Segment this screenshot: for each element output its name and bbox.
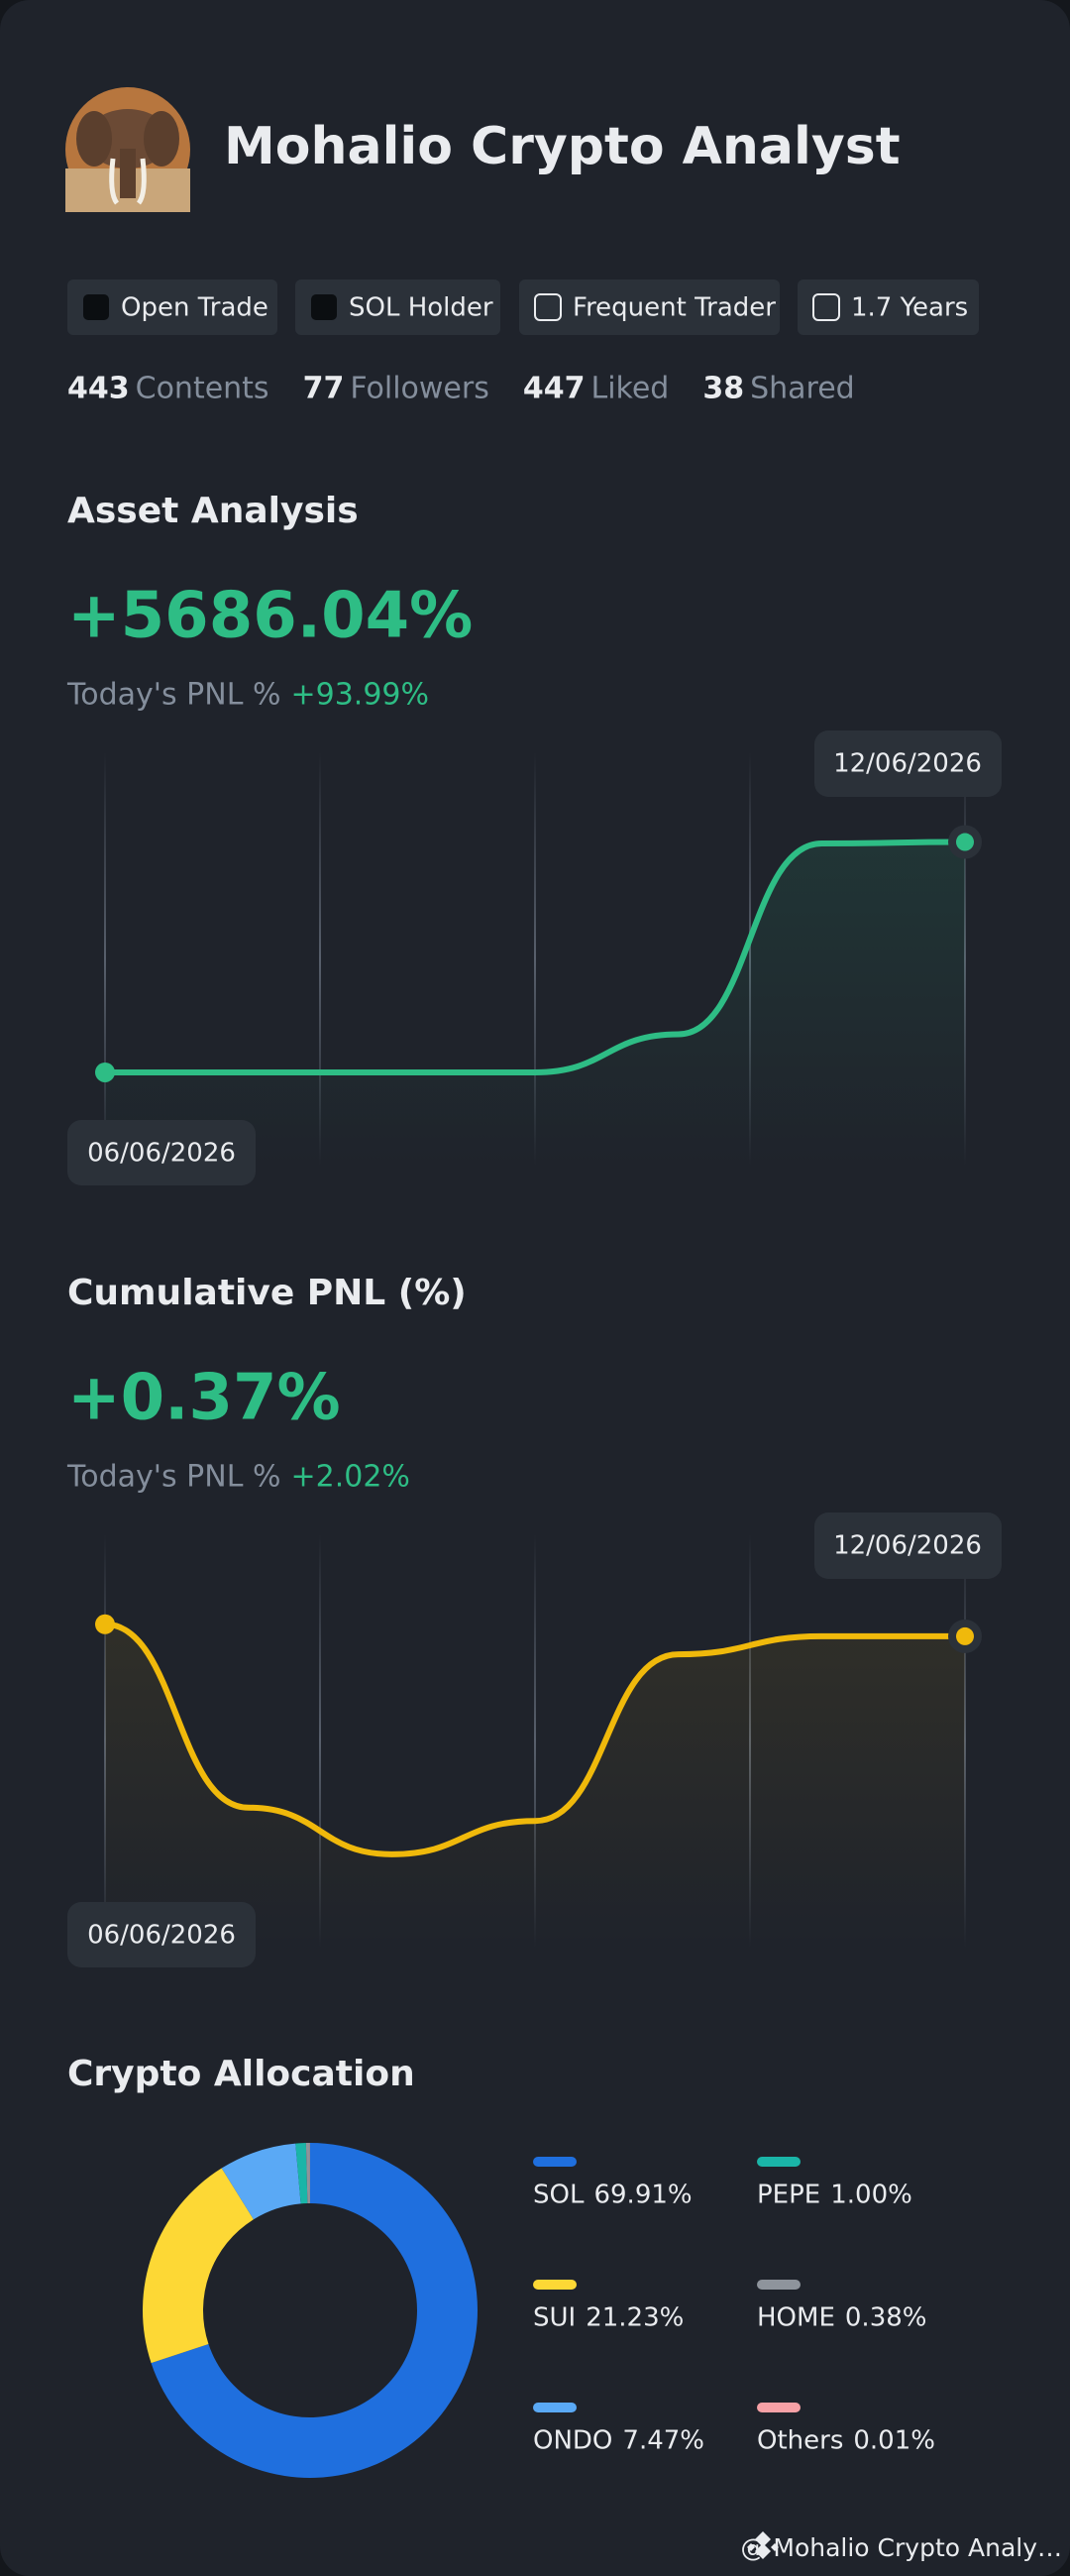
stat-value: 38 bbox=[702, 372, 744, 406]
tag-chip bbox=[519, 280, 780, 335]
tag-icon bbox=[812, 293, 840, 321]
headline-value: +0.37% bbox=[67, 1362, 341, 1435]
legend-value: 0.38% bbox=[845, 2303, 927, 2333]
tag-chip bbox=[798, 280, 979, 335]
pnl-label: Today's PNL % bbox=[66, 678, 280, 713]
donut-slice bbox=[151, 2143, 478, 2478]
stat-label: Followers bbox=[350, 372, 489, 406]
avatar bbox=[65, 87, 190, 212]
legend-value: 21.23% bbox=[586, 2303, 684, 2333]
legend-value: 0.01% bbox=[853, 2426, 935, 2456]
stat-label: Contents bbox=[136, 372, 269, 406]
stat-value: 77 bbox=[303, 372, 345, 406]
line bbox=[104, 1621, 965, 1857]
legend-value: 69.91% bbox=[593, 2181, 692, 2210]
date-tooltip bbox=[814, 730, 1002, 797]
headline-value: +5686.04% bbox=[67, 580, 473, 653]
end-dot bbox=[956, 833, 974, 851]
line bbox=[105, 839, 966, 1075]
tag-icon bbox=[311, 294, 337, 320]
stat-value: 443 bbox=[67, 372, 130, 406]
area bbox=[105, 841, 965, 1166]
profile-name: Mohalio Crypto Analyst bbox=[224, 117, 901, 176]
date-tooltip bbox=[67, 1902, 256, 1967]
start-date: 06/06/2026 bbox=[87, 1139, 236, 1169]
donut-slice bbox=[305, 2143, 310, 2204]
grid-line bbox=[104, 752, 106, 1166]
donut-slice bbox=[221, 2143, 301, 2220]
pnl-label: Today's PNL % bbox=[66, 1460, 280, 1495]
legend-name: HOME bbox=[757, 2303, 835, 2333]
donut-slice bbox=[295, 2143, 308, 2204]
legend-value: 7.47% bbox=[622, 2426, 704, 2456]
start-date: 06/06/2026 bbox=[87, 1921, 236, 1951]
date-tooltip bbox=[67, 1120, 256, 1185]
tag-label: Frequent Trader bbox=[573, 293, 776, 323]
tag-label: SOL Holder bbox=[349, 293, 493, 323]
stat-label: Liked bbox=[590, 372, 669, 406]
section-title: Cumulative PNL (%) bbox=[67, 1273, 467, 1313]
legend-name: Others bbox=[757, 2426, 843, 2456]
grid-line bbox=[319, 752, 321, 1166]
legend-name: PEPE bbox=[757, 2181, 820, 2210]
start-dot bbox=[95, 1614, 115, 1634]
stat-value: 447 bbox=[523, 372, 586, 406]
pnl-value: +2.02% bbox=[290, 1460, 409, 1495]
tag-label: Open Trade bbox=[121, 293, 268, 323]
legend-swatch bbox=[533, 2157, 577, 2167]
grid-line bbox=[534, 752, 536, 1166]
legend-name: ONDO bbox=[533, 2426, 612, 2456]
tag-chip bbox=[67, 280, 277, 335]
section-title: Asset Analysis bbox=[67, 491, 359, 531]
stat-label: Shared bbox=[750, 372, 855, 406]
tag-icon bbox=[534, 293, 562, 321]
legend-name: SUI bbox=[533, 2303, 576, 2333]
legend-value: 1.00% bbox=[830, 2181, 912, 2210]
pnl-value: +93.99% bbox=[290, 678, 429, 713]
start-dot bbox=[95, 1062, 115, 1082]
legend-name: SOL bbox=[533, 2181, 585, 2210]
section-title: Crypto Allocation bbox=[67, 2054, 415, 2094]
tag-icon bbox=[83, 294, 109, 320]
grid-line bbox=[319, 1534, 321, 1948]
area bbox=[105, 1624, 965, 1948]
date-tooltip bbox=[814, 1512, 1002, 1579]
legend-swatch bbox=[757, 2280, 801, 2290]
legend-swatch bbox=[533, 2403, 577, 2412]
grid-line bbox=[534, 1534, 536, 1948]
footer-logo bbox=[747, 2531, 779, 2559]
end-date: 12/06/2026 bbox=[833, 1531, 982, 1561]
legend-swatch bbox=[757, 2157, 801, 2167]
footer-text: @ Mohalio Crypto Analy… bbox=[740, 2533, 1062, 2562]
legend-swatch bbox=[533, 2280, 577, 2290]
legend-swatch bbox=[757, 2403, 801, 2412]
tag-chip bbox=[295, 280, 500, 335]
tag-label: 1.7 Years bbox=[851, 293, 968, 323]
end-dot bbox=[956, 1626, 974, 1645]
donut-slice bbox=[143, 2168, 254, 2364]
end-date: 12/06/2026 bbox=[833, 749, 982, 779]
